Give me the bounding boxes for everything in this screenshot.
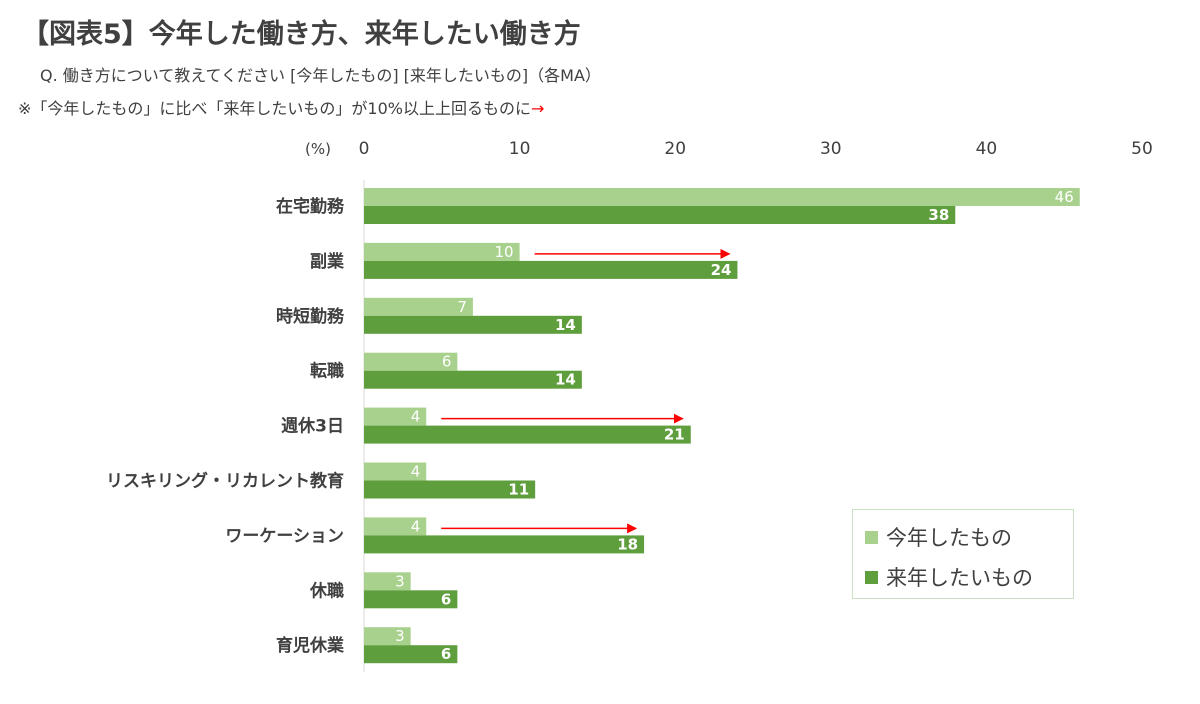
data-label-next-year: 38 [928,206,949,224]
bar-next-year [364,315,582,334]
bar-this-year [364,352,458,371]
data-label-this-year: 3 [395,627,405,645]
data-label-next-year: 21 [664,426,685,444]
data-label-this-year: 4 [411,408,421,426]
bar-this-year [364,242,520,261]
category-label: 転職 [310,361,344,382]
bar-next-year [364,206,956,224]
legend-swatch-next-year [865,570,878,584]
data-label-next-year: 6 [441,645,451,663]
bar-this-year [364,627,411,646]
x-tick-label: 50 [1131,139,1153,159]
bar-next-year [364,425,691,444]
data-label-this-year: 10 [495,243,514,261]
axis-unit-label: (%) [305,140,331,158]
legend-label-this-year: 今年したもの [886,526,1012,550]
data-label-this-year: 46 [1055,188,1074,206]
data-label-this-year: 7 [457,298,467,316]
category-label: ワーケーション [225,526,344,546]
bar-next-year [364,480,536,499]
x-tick-label: 30 [820,139,842,159]
arrow-note-text: ※「今年したもの」に比べ「来年したいもの」が10%以上上回るものに [18,99,531,118]
data-label-this-year: 4 [411,517,421,535]
category-label: 育児休業 [276,635,344,656]
legend-label-next-year: 来年したいもの [886,566,1033,590]
category-label: 在宅勤務 [276,196,345,217]
category-label: 休職 [309,580,344,601]
data-label-next-year: 14 [555,316,576,334]
bar-this-year [364,572,411,591]
category-label: 副業 [310,251,344,272]
category-label: 週休3日 [281,416,344,437]
category-label: リスキリング・リカレント教育 [106,471,344,492]
data-label-next-year: 24 [711,261,732,279]
bar-this-year [364,462,427,481]
x-tick-label: 40 [976,139,998,159]
bar-this-year [364,297,473,316]
x-tick-label: 10 [509,139,531,159]
legend: 今年したもの 来年したいもの [852,509,1074,599]
arrow-note: ※「今年したもの」に比べ「来年したいもの」が10%以上上回るものに→ [18,95,544,119]
bar-next-year [364,370,582,389]
chart-title: 【図表5】今年した働き方、来年したい働き方 [22,19,581,50]
bar-next-year [364,645,458,664]
data-label-next-year: 6 [441,590,451,608]
bar-next-year [364,260,738,279]
data-label-next-year: 11 [508,481,529,499]
data-label-this-year: 3 [395,572,405,590]
bar-this-year [364,188,1080,206]
bar-this-year [364,407,427,426]
legend-item-this-year: 今年したもの [865,522,1012,552]
data-label-next-year: 14 [555,371,576,389]
data-label-this-year: 4 [411,463,421,481]
x-tick-label: 20 [664,139,686,159]
question-text: Q. 働き方について教えてください [今年したもの] [来年したいもの]（各MA… [40,66,601,85]
category-label: 時短勤務 [276,306,345,327]
data-label-next-year: 18 [617,535,638,553]
bar-this-year [364,517,427,536]
legend-swatch-this-year [865,530,878,544]
red-arrow-icon: → [530,99,545,118]
bar-next-year [364,590,458,609]
bar-next-year [364,535,645,554]
legend-item-next-year: 来年したいもの [865,562,1033,592]
x-tick-label: 0 [359,139,370,159]
data-label-this-year: 6 [442,353,452,371]
